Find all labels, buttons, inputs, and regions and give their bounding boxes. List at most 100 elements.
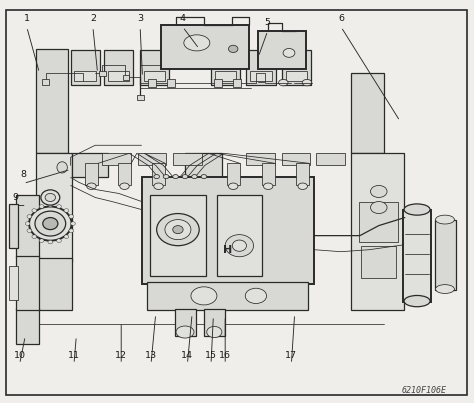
Ellipse shape [225,235,254,257]
Bar [72,153,109,177]
Ellipse shape [120,183,129,189]
Bar [173,153,201,165]
Bar [36,258,72,310]
Text: 15: 15 [205,351,217,360]
Ellipse shape [32,235,36,239]
Ellipse shape [29,206,72,241]
Bar [16,195,38,258]
Bar [403,210,431,302]
Ellipse shape [56,239,61,243]
Ellipse shape [404,295,430,307]
Bar [204,309,225,336]
Ellipse shape [191,174,197,179]
Ellipse shape [25,222,30,225]
Text: 1: 1 [24,14,30,23]
Ellipse shape [232,240,246,251]
Text: 12: 12 [115,351,127,360]
Ellipse shape [32,209,36,212]
Ellipse shape [27,229,32,233]
Bar [161,25,249,69]
Bar [167,79,174,87]
Ellipse shape [184,35,210,51]
Ellipse shape [283,48,295,57]
Bar [246,153,275,165]
Bar [9,204,18,248]
Bar [250,71,272,81]
Ellipse shape [371,202,387,214]
Bar [71,50,100,85]
Ellipse shape [48,240,53,244]
Bar [227,163,240,185]
Bar [36,153,72,262]
Text: 10: 10 [14,351,26,360]
Text: 16: 16 [219,351,231,360]
Bar [36,49,68,153]
Ellipse shape [48,203,53,207]
Ellipse shape [302,79,312,86]
Text: 13: 13 [145,351,157,360]
Text: 5: 5 [264,18,271,27]
Ellipse shape [39,205,44,208]
Ellipse shape [57,162,67,173]
Bar [16,308,38,344]
Bar [296,163,310,185]
Bar [85,163,98,185]
Bar [351,153,404,310]
Bar [282,50,311,85]
Bar [9,266,18,300]
Bar [233,79,241,87]
Text: 14: 14 [182,351,193,360]
Ellipse shape [45,193,55,202]
Text: 17: 17 [285,351,297,360]
Bar [104,50,133,85]
Bar [351,73,383,153]
Ellipse shape [41,190,60,205]
Bar [99,71,106,76]
Ellipse shape [264,183,273,189]
Bar [282,153,310,165]
Ellipse shape [87,183,96,189]
Ellipse shape [35,211,66,236]
Ellipse shape [69,215,73,218]
Ellipse shape [56,205,61,208]
Bar [142,177,314,284]
Bar [138,153,166,165]
Bar [148,79,156,87]
Bar [174,309,196,336]
Text: 4: 4 [180,14,186,23]
Text: 11: 11 [68,351,80,360]
Bar [246,50,276,85]
Ellipse shape [27,215,32,218]
Ellipse shape [154,183,163,189]
Bar [140,50,169,85]
Ellipse shape [228,45,238,52]
Bar [42,79,49,85]
Ellipse shape [371,185,387,197]
Text: 6: 6 [338,14,344,23]
Bar [317,153,345,165]
Bar [435,220,456,290]
Ellipse shape [436,285,455,293]
Ellipse shape [163,174,169,179]
Ellipse shape [165,220,191,240]
Bar [137,95,144,100]
Bar [215,71,236,81]
Ellipse shape [43,218,58,230]
Bar [36,151,383,310]
Ellipse shape [176,326,194,338]
Ellipse shape [71,222,75,225]
Ellipse shape [207,326,222,338]
Bar [144,71,165,81]
Ellipse shape [228,183,238,189]
Bar [74,71,96,81]
Bar [214,79,222,87]
Ellipse shape [404,204,430,215]
Text: 6210F106E: 6210F106E [401,386,446,395]
Ellipse shape [436,215,455,224]
Bar [185,153,222,177]
Text: 9: 9 [13,193,19,202]
Bar [217,195,262,276]
Bar [102,153,131,165]
Bar [36,309,383,344]
Bar [359,202,398,242]
